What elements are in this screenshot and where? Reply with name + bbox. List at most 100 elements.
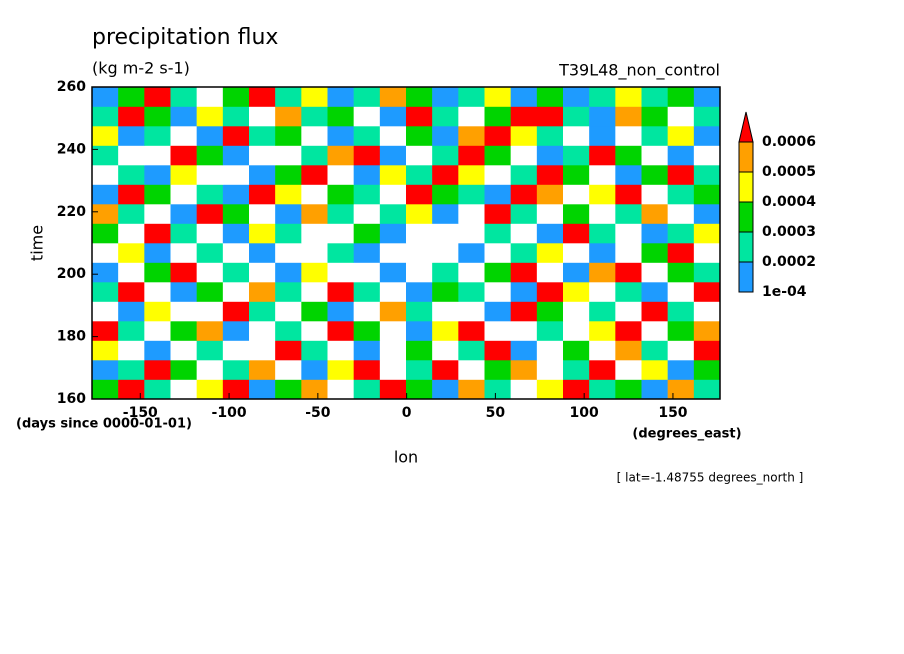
field-cell	[510, 145, 538, 166]
field-cell	[484, 301, 511, 322]
field-cell	[170, 106, 197, 127]
field-cell	[432, 321, 459, 341]
field-cell	[92, 145, 119, 166]
field-cell	[484, 282, 511, 302]
field-cell	[510, 282, 538, 302]
field-cell	[222, 204, 250, 224]
field-cell	[379, 321, 407, 341]
field-cell	[667, 204, 695, 224]
field-cell	[222, 262, 250, 283]
field-cell	[693, 321, 721, 341]
field-cell	[615, 301, 642, 322]
field-cell	[249, 340, 276, 361]
colorbar-label: 0.0006	[762, 134, 816, 150]
field-cell	[432, 184, 459, 205]
field-cell	[615, 360, 642, 380]
field-cell	[563, 321, 590, 341]
field-cell	[170, 262, 197, 283]
field-cell	[667, 184, 695, 205]
field-cell	[249, 360, 276, 380]
field-cell	[432, 145, 459, 166]
field-cell	[144, 145, 171, 166]
colorbar-segment	[738, 261, 754, 293]
field-cell	[458, 262, 485, 283]
field-cell	[563, 204, 590, 224]
field-cell	[667, 301, 695, 322]
field-cell	[615, 262, 642, 283]
field-cell	[327, 379, 354, 400]
field-cell	[641, 379, 668, 400]
field-cell	[170, 379, 197, 400]
field-cell	[510, 165, 538, 185]
field-cell	[510, 301, 538, 322]
field-cell	[510, 243, 538, 263]
field-cell	[667, 340, 695, 361]
field-cell	[536, 321, 564, 341]
field-cell	[301, 204, 328, 224]
field-cell	[301, 340, 328, 361]
field-cell	[458, 282, 485, 302]
field-cell	[275, 204, 302, 224]
field-cell	[170, 360, 197, 380]
field-cell	[118, 87, 145, 107]
field-cell	[118, 282, 145, 302]
field-cell	[196, 87, 224, 107]
field-cell	[641, 321, 668, 341]
field-cell	[641, 184, 668, 205]
field-cell	[406, 204, 433, 224]
field-cell	[693, 204, 721, 224]
colorbar-label: 0.0002	[762, 254, 816, 270]
field-cell	[432, 340, 459, 361]
field-cell	[144, 204, 171, 224]
field-cell	[92, 87, 119, 107]
field-cell	[484, 223, 511, 244]
field-cell	[301, 379, 328, 400]
field-cell	[641, 282, 668, 302]
field-cell	[170, 126, 197, 146]
field-cell	[693, 379, 721, 400]
colorbar-extension	[738, 111, 754, 143]
field-cell	[458, 223, 485, 244]
field-cell	[693, 106, 721, 127]
field-cell	[432, 87, 459, 107]
field-cell	[667, 379, 695, 400]
field-cell	[510, 223, 538, 244]
field-cell	[92, 301, 119, 322]
field-cell	[170, 165, 197, 185]
field-cell	[589, 165, 616, 185]
field-cell	[615, 145, 642, 166]
field-cell	[301, 87, 328, 107]
field-cell	[667, 282, 695, 302]
y-tick-label: 220	[57, 204, 86, 220]
field-cell	[327, 106, 354, 127]
field-cell	[406, 262, 433, 283]
field-cell	[118, 106, 145, 127]
field-cell	[353, 262, 381, 283]
field-cell	[589, 223, 616, 244]
field-cell	[641, 262, 668, 283]
field-cell	[406, 321, 433, 341]
field-cell	[327, 223, 354, 244]
field-cell	[563, 87, 590, 107]
field-cell	[222, 223, 250, 244]
field-cell	[641, 87, 668, 107]
field-cell	[222, 301, 250, 322]
field-cell	[406, 379, 433, 400]
field-cell	[693, 165, 721, 185]
field-cell	[484, 340, 511, 361]
field-cell	[327, 184, 354, 205]
field-cell	[144, 184, 171, 205]
field-cell	[196, 282, 224, 302]
field-cell	[589, 340, 616, 361]
field-cell	[327, 87, 354, 107]
field-cell	[406, 145, 433, 166]
field-cell	[615, 126, 642, 146]
field-cell	[379, 262, 407, 283]
field-cell	[144, 106, 171, 127]
field-cell	[353, 184, 381, 205]
field-cell	[641, 145, 668, 166]
field-cell	[667, 106, 695, 127]
field-cell	[275, 223, 302, 244]
field-cell	[693, 87, 721, 107]
